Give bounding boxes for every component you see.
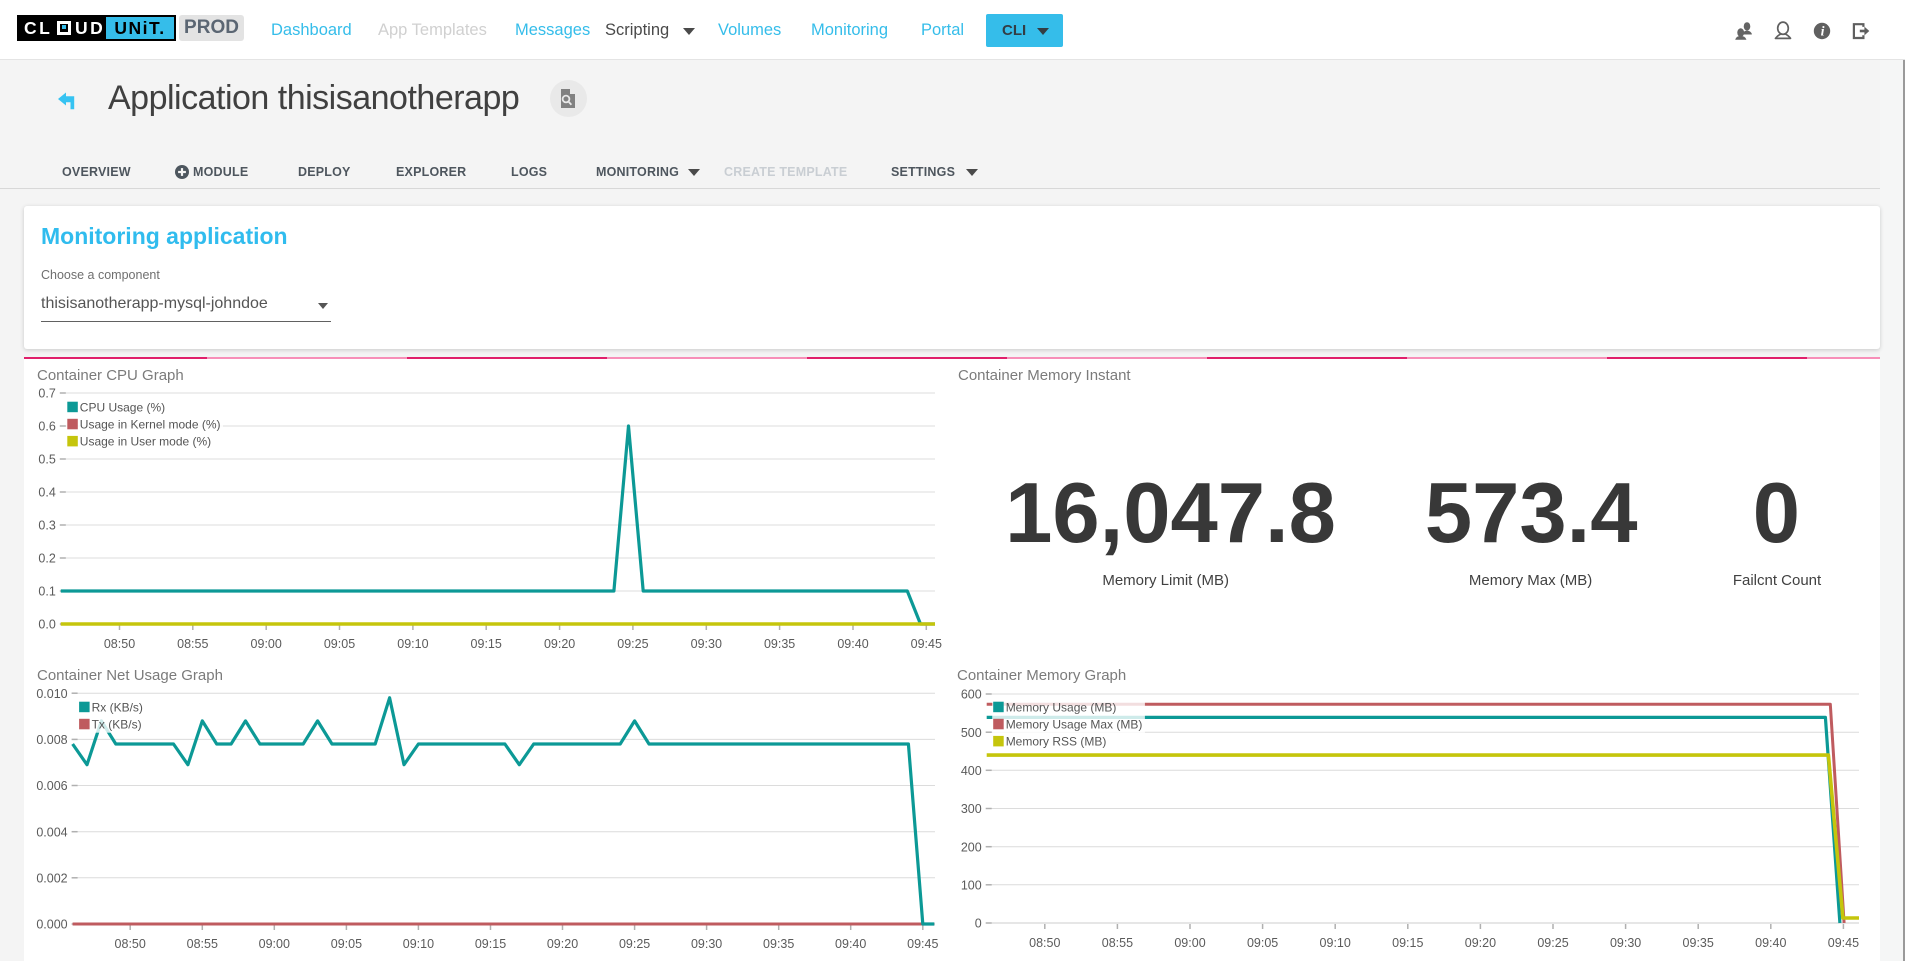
svg-text:09:15: 09:15 [1392, 936, 1423, 950]
svg-text:09:45: 09:45 [907, 937, 938, 951]
svg-text:0.2: 0.2 [38, 552, 55, 566]
svg-text:Memory RSS (MB): Memory RSS (MB) [1006, 735, 1107, 749]
svg-text:i: i [1821, 25, 1825, 40]
svg-text:09:30: 09:30 [691, 937, 722, 951]
svg-text:09:05: 09:05 [1247, 936, 1278, 950]
svg-text:09:20: 09:20 [1465, 936, 1496, 950]
svg-text:0: 0 [975, 917, 982, 931]
svg-text:09:15: 09:15 [471, 637, 502, 651]
svg-text:500: 500 [961, 726, 982, 740]
svg-text:Usage in Kernel mode (%): Usage in Kernel mode (%) [80, 417, 221, 431]
svg-text:08:55: 08:55 [1102, 936, 1133, 950]
svg-text:08:50: 08:50 [1029, 936, 1060, 950]
svg-text:Memory Usage Max (MB): Memory Usage Max (MB) [1006, 717, 1143, 731]
svg-text:0.3: 0.3 [38, 519, 55, 533]
svg-text:09:35: 09:35 [1683, 936, 1714, 950]
svg-text:0.008: 0.008 [36, 733, 67, 747]
svg-text:09:45: 09:45 [1828, 936, 1859, 950]
svg-text:600: 600 [961, 688, 982, 702]
svg-text:09:10: 09:10 [403, 937, 434, 951]
svg-text:0.000: 0.000 [36, 918, 67, 932]
svg-text:0.010: 0.010 [36, 687, 67, 701]
svg-text:09:30: 09:30 [691, 637, 722, 651]
svg-text:09:25: 09:25 [617, 637, 648, 651]
svg-text:0.4: 0.4 [38, 486, 55, 500]
svg-text:Rx (KB/s): Rx (KB/s) [92, 700, 143, 714]
svg-text:09:00: 09:00 [1174, 936, 1205, 950]
svg-text:300: 300 [961, 802, 982, 816]
svg-text:09:40: 09:40 [835, 937, 866, 951]
svg-text:400: 400 [961, 764, 982, 778]
svg-text:Memory Usage (MB): Memory Usage (MB) [1006, 700, 1117, 714]
svg-text:0.6: 0.6 [38, 420, 55, 434]
svg-text:Usage in User mode (%): Usage in User mode (%) [80, 435, 211, 449]
svg-text:0.002: 0.002 [36, 871, 67, 885]
svg-text:0.004: 0.004 [36, 825, 67, 839]
svg-text:09:05: 09:05 [331, 937, 362, 951]
svg-text:09:05: 09:05 [324, 637, 355, 651]
svg-text:Container Memory Graph: Container Memory Graph [957, 667, 1126, 684]
svg-text:09:40: 09:40 [1755, 936, 1786, 950]
svg-text:0.0: 0.0 [38, 618, 55, 632]
svg-text:100: 100 [961, 878, 982, 892]
svg-text:09:10: 09:10 [1320, 936, 1351, 950]
svg-text:09:00: 09:00 [259, 937, 290, 951]
svg-text:09:30: 09:30 [1610, 936, 1641, 950]
svg-text:09:20: 09:20 [547, 937, 578, 951]
svg-text:Container Net Usage Graph: Container Net Usage Graph [37, 667, 223, 684]
svg-text:Tx (KB/s): Tx (KB/s) [92, 717, 142, 731]
svg-text:08:50: 08:50 [115, 937, 146, 951]
svg-text:09:45: 09:45 [911, 637, 942, 651]
svg-text:Container Memory Instant: Container Memory Instant [958, 367, 1131, 384]
svg-text:0.006: 0.006 [36, 779, 67, 793]
svg-text:09:00: 09:00 [251, 637, 282, 651]
svg-text:0.1: 0.1 [38, 585, 55, 599]
svg-text:09:20: 09:20 [544, 637, 575, 651]
svg-text:09:25: 09:25 [1537, 936, 1568, 950]
svg-text:09:15: 09:15 [475, 937, 506, 951]
svg-text:09:10: 09:10 [397, 637, 428, 651]
svg-text:09:40: 09:40 [837, 637, 868, 651]
svg-text:08:55: 08:55 [187, 937, 218, 951]
svg-text:200: 200 [961, 840, 982, 854]
svg-text:08:55: 08:55 [177, 637, 208, 651]
svg-text:0.7: 0.7 [38, 387, 55, 401]
svg-text:09:25: 09:25 [619, 937, 650, 951]
svg-text:09:35: 09:35 [763, 937, 794, 951]
svg-text:CPU Usage (%): CPU Usage (%) [80, 400, 165, 414]
svg-text:08:50: 08:50 [104, 637, 135, 651]
svg-text:09:35: 09:35 [764, 637, 795, 651]
svg-text:0.5: 0.5 [38, 453, 55, 467]
svg-text:Container CPU Graph: Container CPU Graph [37, 367, 184, 384]
